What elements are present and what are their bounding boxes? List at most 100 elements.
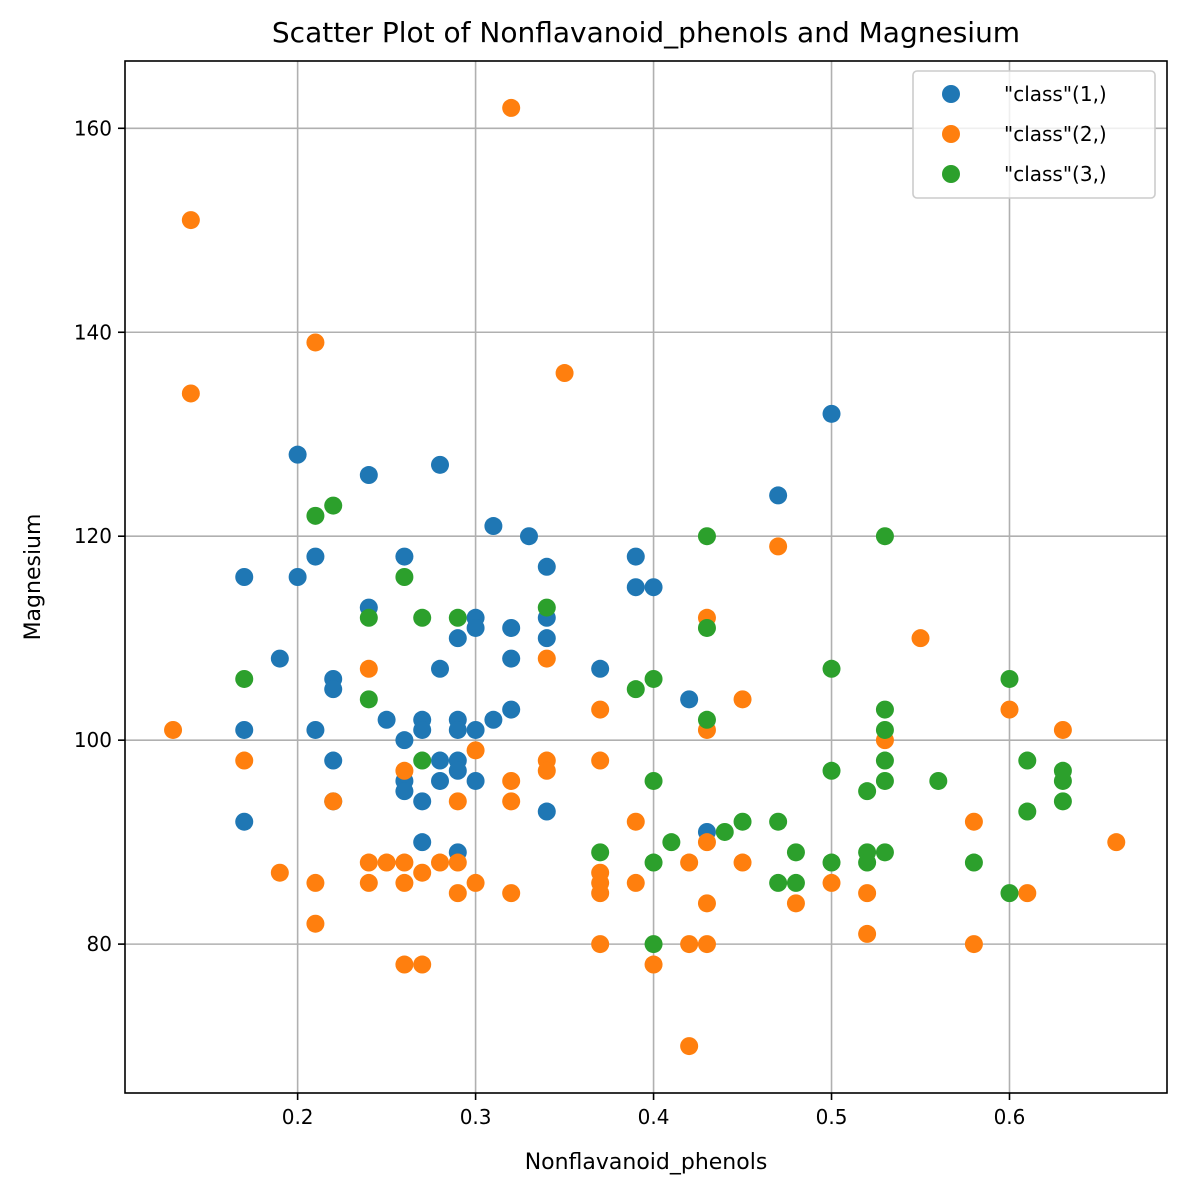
scatter-point-class-1 [448, 761, 467, 780]
scatter-point-class-3 [733, 812, 752, 831]
x-axis-label: Nonflavanoid_phenols [525, 1150, 768, 1175]
scatter-point-class-2 [591, 935, 610, 954]
scatter-point-class-2 [697, 935, 716, 954]
scatter-point-class-2 [235, 751, 254, 770]
y-tick-label: 80 [87, 932, 112, 956]
scatter-point-class-1 [626, 578, 645, 597]
scatter-point-class-3 [1018, 802, 1037, 821]
scatter-point-class-2 [359, 853, 378, 872]
scatter-point-class-1 [519, 527, 538, 546]
scatter-point-class-2 [911, 629, 930, 648]
scatter-point-class-2 [680, 853, 699, 872]
scatter-point-class-2 [306, 873, 325, 892]
scatter-point-class-2 [359, 873, 378, 892]
x-tick-label: 0.4 [638, 1105, 670, 1129]
scatter-point-class-1 [413, 833, 432, 852]
scatter-point-class-2 [591, 700, 610, 719]
scatter-point-class-1 [537, 629, 556, 648]
scatter-point-class-2 [431, 853, 450, 872]
scatter-point-class-2 [1018, 884, 1037, 903]
scatter-point-class-3 [644, 669, 663, 688]
scatter-point-class-3 [662, 833, 681, 852]
scatter-point-class-3 [769, 812, 788, 831]
scatter-point-class-3 [875, 843, 894, 862]
scatter-point-class-1 [395, 547, 414, 566]
scatter-point-class-3 [875, 527, 894, 546]
scatter-point-class-2 [306, 333, 325, 352]
legend-label-class-1: "class"(1,) [1004, 82, 1107, 106]
scatter-point-class-2 [680, 1037, 699, 1056]
scatter-point-class-3 [715, 822, 734, 841]
scatter-point-class-2 [680, 935, 699, 954]
scatter-point-class-3 [644, 771, 663, 790]
scatter-point-class-3 [413, 751, 432, 770]
scatter-point-class-1 [484, 517, 503, 536]
y-tick-label: 120 [74, 524, 112, 548]
scatter-point-class-2 [964, 935, 983, 954]
scatter-point-class-2 [555, 364, 574, 383]
scatter-point-class-2 [502, 884, 521, 903]
scatter-point-class-1 [644, 578, 663, 597]
scatter-point-class-3 [858, 782, 877, 801]
scatter-point-class-1 [680, 690, 699, 709]
scatter-point-class-3 [769, 873, 788, 892]
scatter-point-class-2 [395, 873, 414, 892]
scatter-point-class-3 [626, 680, 645, 699]
scatter-point-class-1 [288, 568, 307, 586]
scatter-point-class-2 [324, 792, 343, 811]
scatter-point-class-2 [1053, 720, 1072, 739]
scatter-point-class-1 [395, 731, 414, 750]
scatter-point-class-3 [697, 710, 716, 729]
scatter-point-class-2 [359, 659, 378, 678]
scatter-point-class-2 [164, 720, 183, 739]
scatter-point-class-3 [822, 761, 841, 780]
scatter-point-class-2 [181, 384, 200, 403]
scatter-point-class-3 [235, 669, 254, 688]
scatter-point-class-2 [858, 884, 877, 903]
scatter-point-class-3 [1018, 751, 1037, 770]
scatter-point-class-3 [448, 608, 467, 627]
scatter-point-class-2 [537, 761, 556, 780]
scatter-point-class-3 [697, 527, 716, 546]
scatter-point-class-2 [395, 853, 414, 872]
scatter-point-class-3 [1053, 771, 1072, 790]
scatter-point-class-2 [591, 884, 610, 903]
scatter-point-class-1 [626, 547, 645, 566]
legend-label-class-2: "class"(2,) [1004, 122, 1107, 146]
scatter-point-class-1 [466, 618, 485, 637]
scatter-point-class-2 [395, 955, 414, 974]
scatter-point-class-1 [537, 802, 556, 821]
scatter-point-class-1 [306, 720, 325, 739]
scatter-point-class-1 [431, 659, 450, 678]
scatter-point-class-1 [413, 720, 432, 739]
x-tick-label: 0.3 [460, 1105, 492, 1129]
scatter-point-class-3 [1000, 669, 1019, 688]
scatter-point-class-3 [644, 853, 663, 872]
scatter-point-class-3 [324, 496, 343, 515]
scatter-point-class-1 [466, 771, 485, 790]
scatter-point-class-1 [466, 720, 485, 739]
scatter-point-class-1 [377, 710, 396, 729]
scatter-point-class-2 [644, 955, 663, 974]
scatter-point-class-1 [591, 659, 610, 678]
scatter-point-class-3 [395, 568, 414, 586]
scatter-point-class-1 [359, 466, 378, 485]
scatter-point-class-2 [413, 955, 432, 974]
scatter-point-class-1 [235, 720, 254, 739]
scatter-point-class-2 [466, 873, 485, 892]
scatter-point-class-3 [786, 843, 805, 862]
scatter-point-class-2 [306, 914, 325, 933]
scatter-point-class-2 [502, 771, 521, 790]
scatter-point-class-3 [1000, 884, 1019, 903]
legend-marker-class-2 [942, 125, 960, 143]
scatter-point-class-1 [324, 751, 343, 770]
scatter-point-class-2 [769, 537, 788, 556]
y-tick-label: 100 [74, 728, 112, 752]
scatter-point-class-3 [858, 853, 877, 872]
axis-ticks: 0.2 0.3 0.4 0.5 0.6 80 100 120 140 160 [74, 116, 1026, 1129]
scatter-point-class-3 [591, 843, 610, 862]
x-tick-label: 0.6 [994, 1105, 1026, 1129]
scatter-point-class-3 [822, 659, 841, 678]
